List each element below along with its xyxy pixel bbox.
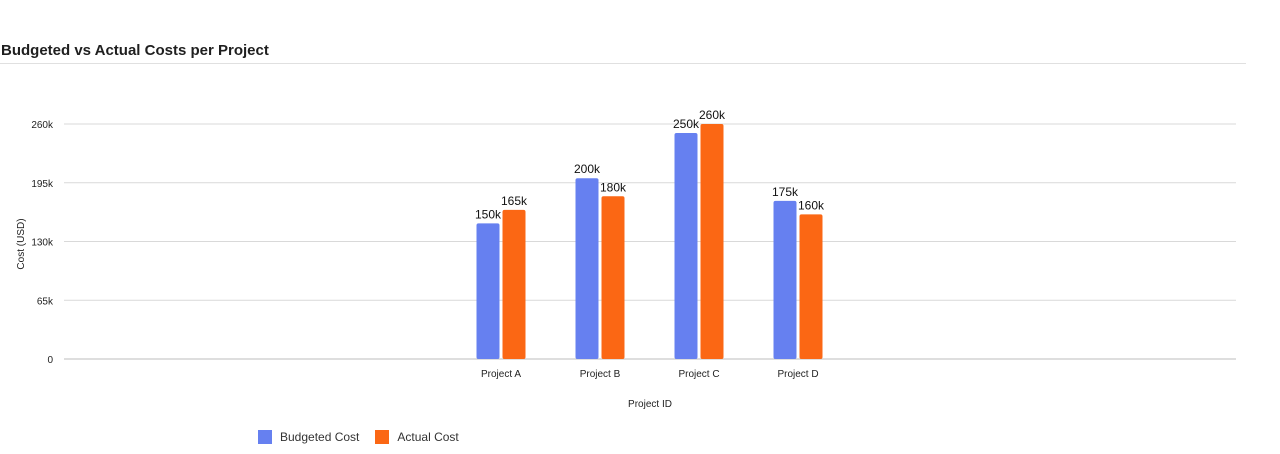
bar-actual <box>799 214 823 359</box>
legend-item-actual[interactable]: Actual Cost <box>375 430 459 444</box>
x-tick-label: Project B <box>580 369 621 380</box>
title-divider <box>0 63 1246 64</box>
y-tick-label: 130k <box>31 238 54 249</box>
data-label: 180k <box>600 180 627 194</box>
legend-swatch-actual <box>375 430 390 444</box>
legend-swatch-budgeted <box>258 430 272 444</box>
y-tick-label: 0 <box>47 355 53 366</box>
legend-label-actual: Actual Cost <box>397 430 459 444</box>
chart-legend: Budgeted Cost Actual Cost <box>258 430 475 444</box>
data-label: 150k <box>475 207 502 221</box>
bar-budgeted <box>773 200 797 359</box>
bar-actual <box>502 209 526 359</box>
bar-budgeted <box>476 223 500 359</box>
bar-actual <box>700 124 724 359</box>
x-axis-label: Project ID <box>628 399 672 410</box>
x-tick-label: Project C <box>678 369 719 380</box>
legend-item-budgeted[interactable]: Budgeted Cost <box>258 430 359 444</box>
bar-budgeted <box>575 178 599 359</box>
y-tick-label: 65k <box>37 296 54 307</box>
y-axis-label: Cost (USD) <box>16 218 27 269</box>
data-label: 160k <box>798 198 825 212</box>
data-label: 260k <box>699 108 726 122</box>
x-tick-label: Project D <box>777 369 818 380</box>
x-tick-label: Project A <box>481 369 521 380</box>
chart-title: Budgeted vs Actual Costs per Project <box>1 42 269 59</box>
y-tick-label: 195k <box>31 179 54 190</box>
data-label: 200k <box>574 162 601 176</box>
bar-budgeted <box>674 133 698 359</box>
data-label: 250k <box>673 117 700 131</box>
data-label: 165k <box>501 194 528 208</box>
y-tick-label: 260k <box>31 120 54 131</box>
legend-label-budgeted: Budgeted Cost <box>280 430 360 444</box>
bar-actual <box>601 196 625 359</box>
data-label: 175k <box>772 185 799 199</box>
